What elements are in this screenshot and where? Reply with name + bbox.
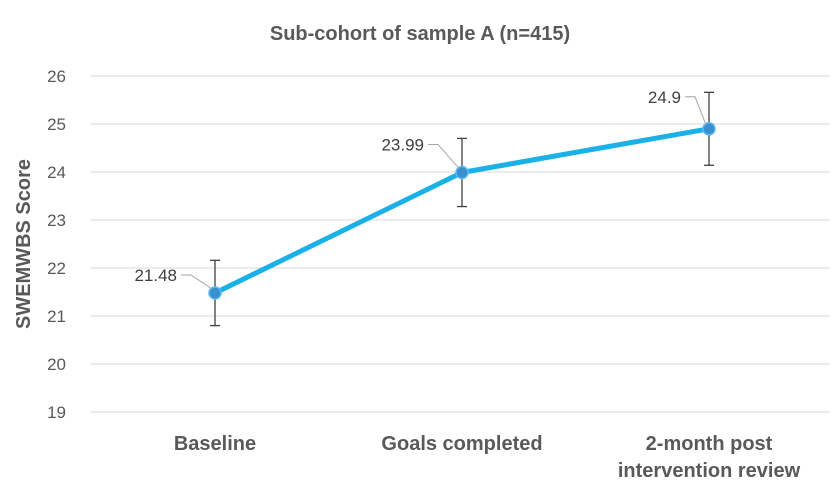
y-tick-label: 22 [47,259,66,278]
x-tick-label: 2-month post [646,433,773,455]
data-label: 24.9 [648,88,681,107]
data-label-leader [181,274,213,290]
y-axis-ticks: 19 20 21 22 23 24 25 26 [47,67,66,422]
y-tick-label: 26 [47,67,66,86]
gridlines [90,75,830,413]
data-point [208,286,222,300]
y-tick-label: 23 [47,211,66,230]
y-tick-label: 20 [47,355,66,374]
chart-title: Sub-cohort of sample A (n=415) [270,23,570,45]
y-tick-label: 21 [47,307,66,326]
x-tick-label: intervention review [618,460,801,482]
data-label: 21.48 [134,266,177,285]
x-axis-ticks: Baseline Goals completed 2-month post inter… [174,433,801,482]
data-point [455,165,469,180]
y-tick-label: 25 [47,115,66,134]
data-label: 23.99 [381,135,424,154]
data-label-leader [428,143,460,169]
y-axis-label: SWEMWBS Score [13,159,35,329]
y-tick-label: 24 [47,163,66,182]
y-tick-label: 19 [47,403,66,422]
series-line: 21.48 23.99 24.9 [134,88,716,327]
data-label-leader [685,96,707,125]
x-tick-label: Goals completed [381,433,542,455]
data-point [702,122,716,136]
x-tick-label: Baseline [174,433,256,455]
